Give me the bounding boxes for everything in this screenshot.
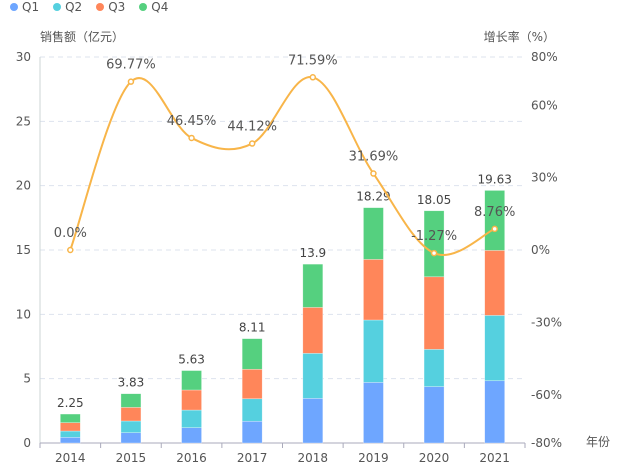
y-tick-label: 0: [23, 436, 31, 450]
total-label: 19.63: [478, 172, 512, 186]
total-label: 2.25: [57, 396, 84, 410]
bar-q1-2014: [60, 437, 81, 444]
bar-q3-2018: [302, 307, 324, 354]
legend-marker: [53, 3, 62, 11]
total-label: 18.29: [356, 190, 390, 204]
x-tick-label: 2016: [176, 451, 207, 465]
y2-axis-title: 增长率（%）: [484, 29, 555, 44]
y2-tick-label: -60%: [531, 388, 562, 402]
growth-point-2021: [491, 225, 498, 233]
total-label: 13.9: [299, 246, 326, 260]
bar-q2-2018: [302, 353, 324, 399]
bar-q2-2014: [60, 430, 81, 438]
growth-label: 8.76%: [474, 205, 515, 220]
bar-q4-2018: [302, 263, 324, 308]
x-tick-label: 2015: [116, 451, 147, 465]
growth-point-2015: [127, 78, 135, 85]
growth-label: 71.59%: [288, 53, 338, 68]
growth-point-2016: [188, 134, 195, 142]
growth-label: 46.45%: [167, 114, 217, 129]
bar-q1-2018: [302, 398, 324, 444]
legend-marker: [96, 3, 105, 11]
bar-q2-2020: [423, 349, 445, 387]
bar-q1-2015: [120, 432, 142, 444]
legend-item-q3[interactable]: Q3: [96, 0, 125, 14]
y2-tick-label: 80%: [531, 50, 558, 64]
growth-label: -1.27%: [411, 229, 457, 244]
y-tick-label: 10: [16, 307, 31, 321]
x-tick-label: 2014: [55, 451, 86, 465]
y2-tick-label: -80%: [531, 436, 562, 450]
bar-q4-2014: [60, 413, 81, 423]
legend-marker: [10, 3, 18, 11]
growth-label: 44.12%: [227, 120, 277, 135]
legend-item-q1[interactable]: Q1: [10, 0, 39, 14]
y2-tick-label: 30%: [531, 171, 558, 185]
x-tick-label: 2018: [298, 451, 329, 465]
bar-q1-2017: [241, 420, 263, 444]
bar-q4-2021: [484, 190, 505, 251]
bar-q2-2019: [363, 319, 384, 383]
total-label: 8.11: [239, 321, 266, 335]
legend-label: Q3: [108, 0, 126, 14]
bar-q1-2021: [484, 380, 505, 444]
x-tick-label: 2021: [479, 451, 510, 465]
bar-q2-2016: [181, 409, 202, 428]
bar-q1-2019: [363, 382, 384, 444]
x-axis-title: 年份: [586, 435, 610, 449]
y-axis-title: 销售额（亿元）: [40, 29, 124, 44]
y2-tick-label: -30%: [531, 315, 562, 329]
legend: Q1 Q2 Q3 Q4: [10, 0, 168, 14]
bar-q3-2021: [484, 250, 505, 316]
y-tick-label: 30: [16, 50, 31, 64]
bar-q3-2019: [363, 259, 384, 321]
bar-q2-2015: [120, 420, 142, 434]
bar-q3-2017: [241, 368, 263, 400]
bar-q1-2020: [423, 386, 445, 444]
legend-marker: [139, 3, 148, 11]
growth-label: 0.0%: [54, 226, 87, 241]
growth-label: 31.69%: [349, 150, 399, 165]
x-tick-label: 2020: [419, 451, 450, 465]
growth-point-2017: [248, 140, 256, 147]
bar-q3-2020: [423, 276, 445, 350]
growth-label: 69.77%: [106, 58, 156, 73]
growth-point-2019: [370, 170, 377, 177]
bar-q4-2019: [363, 207, 384, 260]
legend-label: Q2: [65, 0, 83, 14]
bar-q4-2020: [423, 210, 445, 278]
bar-q4-2016: [181, 370, 202, 391]
legend-item-q2[interactable]: Q2: [53, 0, 82, 14]
y2-tick-label: 0%: [531, 243, 550, 257]
growth-point-2018: [309, 74, 317, 81]
x-tick-label: 2017: [237, 451, 268, 465]
total-label: 18.05: [417, 193, 451, 207]
y-tick-label: 25: [16, 114, 31, 128]
legend-label: Q4: [151, 0, 169, 14]
bar-q1-2016: [181, 427, 202, 444]
growth-point-2014: [67, 246, 74, 254]
y-tick-label: 5: [23, 372, 31, 386]
bar-q4-2017: [241, 338, 263, 370]
growth-point-2020: [430, 249, 438, 257]
total-label: 5.63: [178, 353, 205, 367]
y2-tick-label: 60%: [531, 98, 558, 112]
y-tick-label: 20: [16, 179, 31, 193]
bar-q2-2017: [241, 398, 263, 422]
bar-q3-2014: [60, 422, 81, 432]
bar-q2-2021: [484, 315, 505, 382]
bar-q4-2015: [120, 393, 142, 408]
total-label: 3.83: [118, 376, 145, 390]
y-tick-label: 15: [16, 243, 31, 257]
bar-q3-2016: [181, 389, 202, 411]
legend-label: Q1: [22, 0, 40, 14]
x-tick-label: 2019: [358, 451, 389, 465]
legend-item-q4[interactable]: Q4: [139, 0, 168, 14]
bar-q3-2015: [120, 407, 142, 422]
